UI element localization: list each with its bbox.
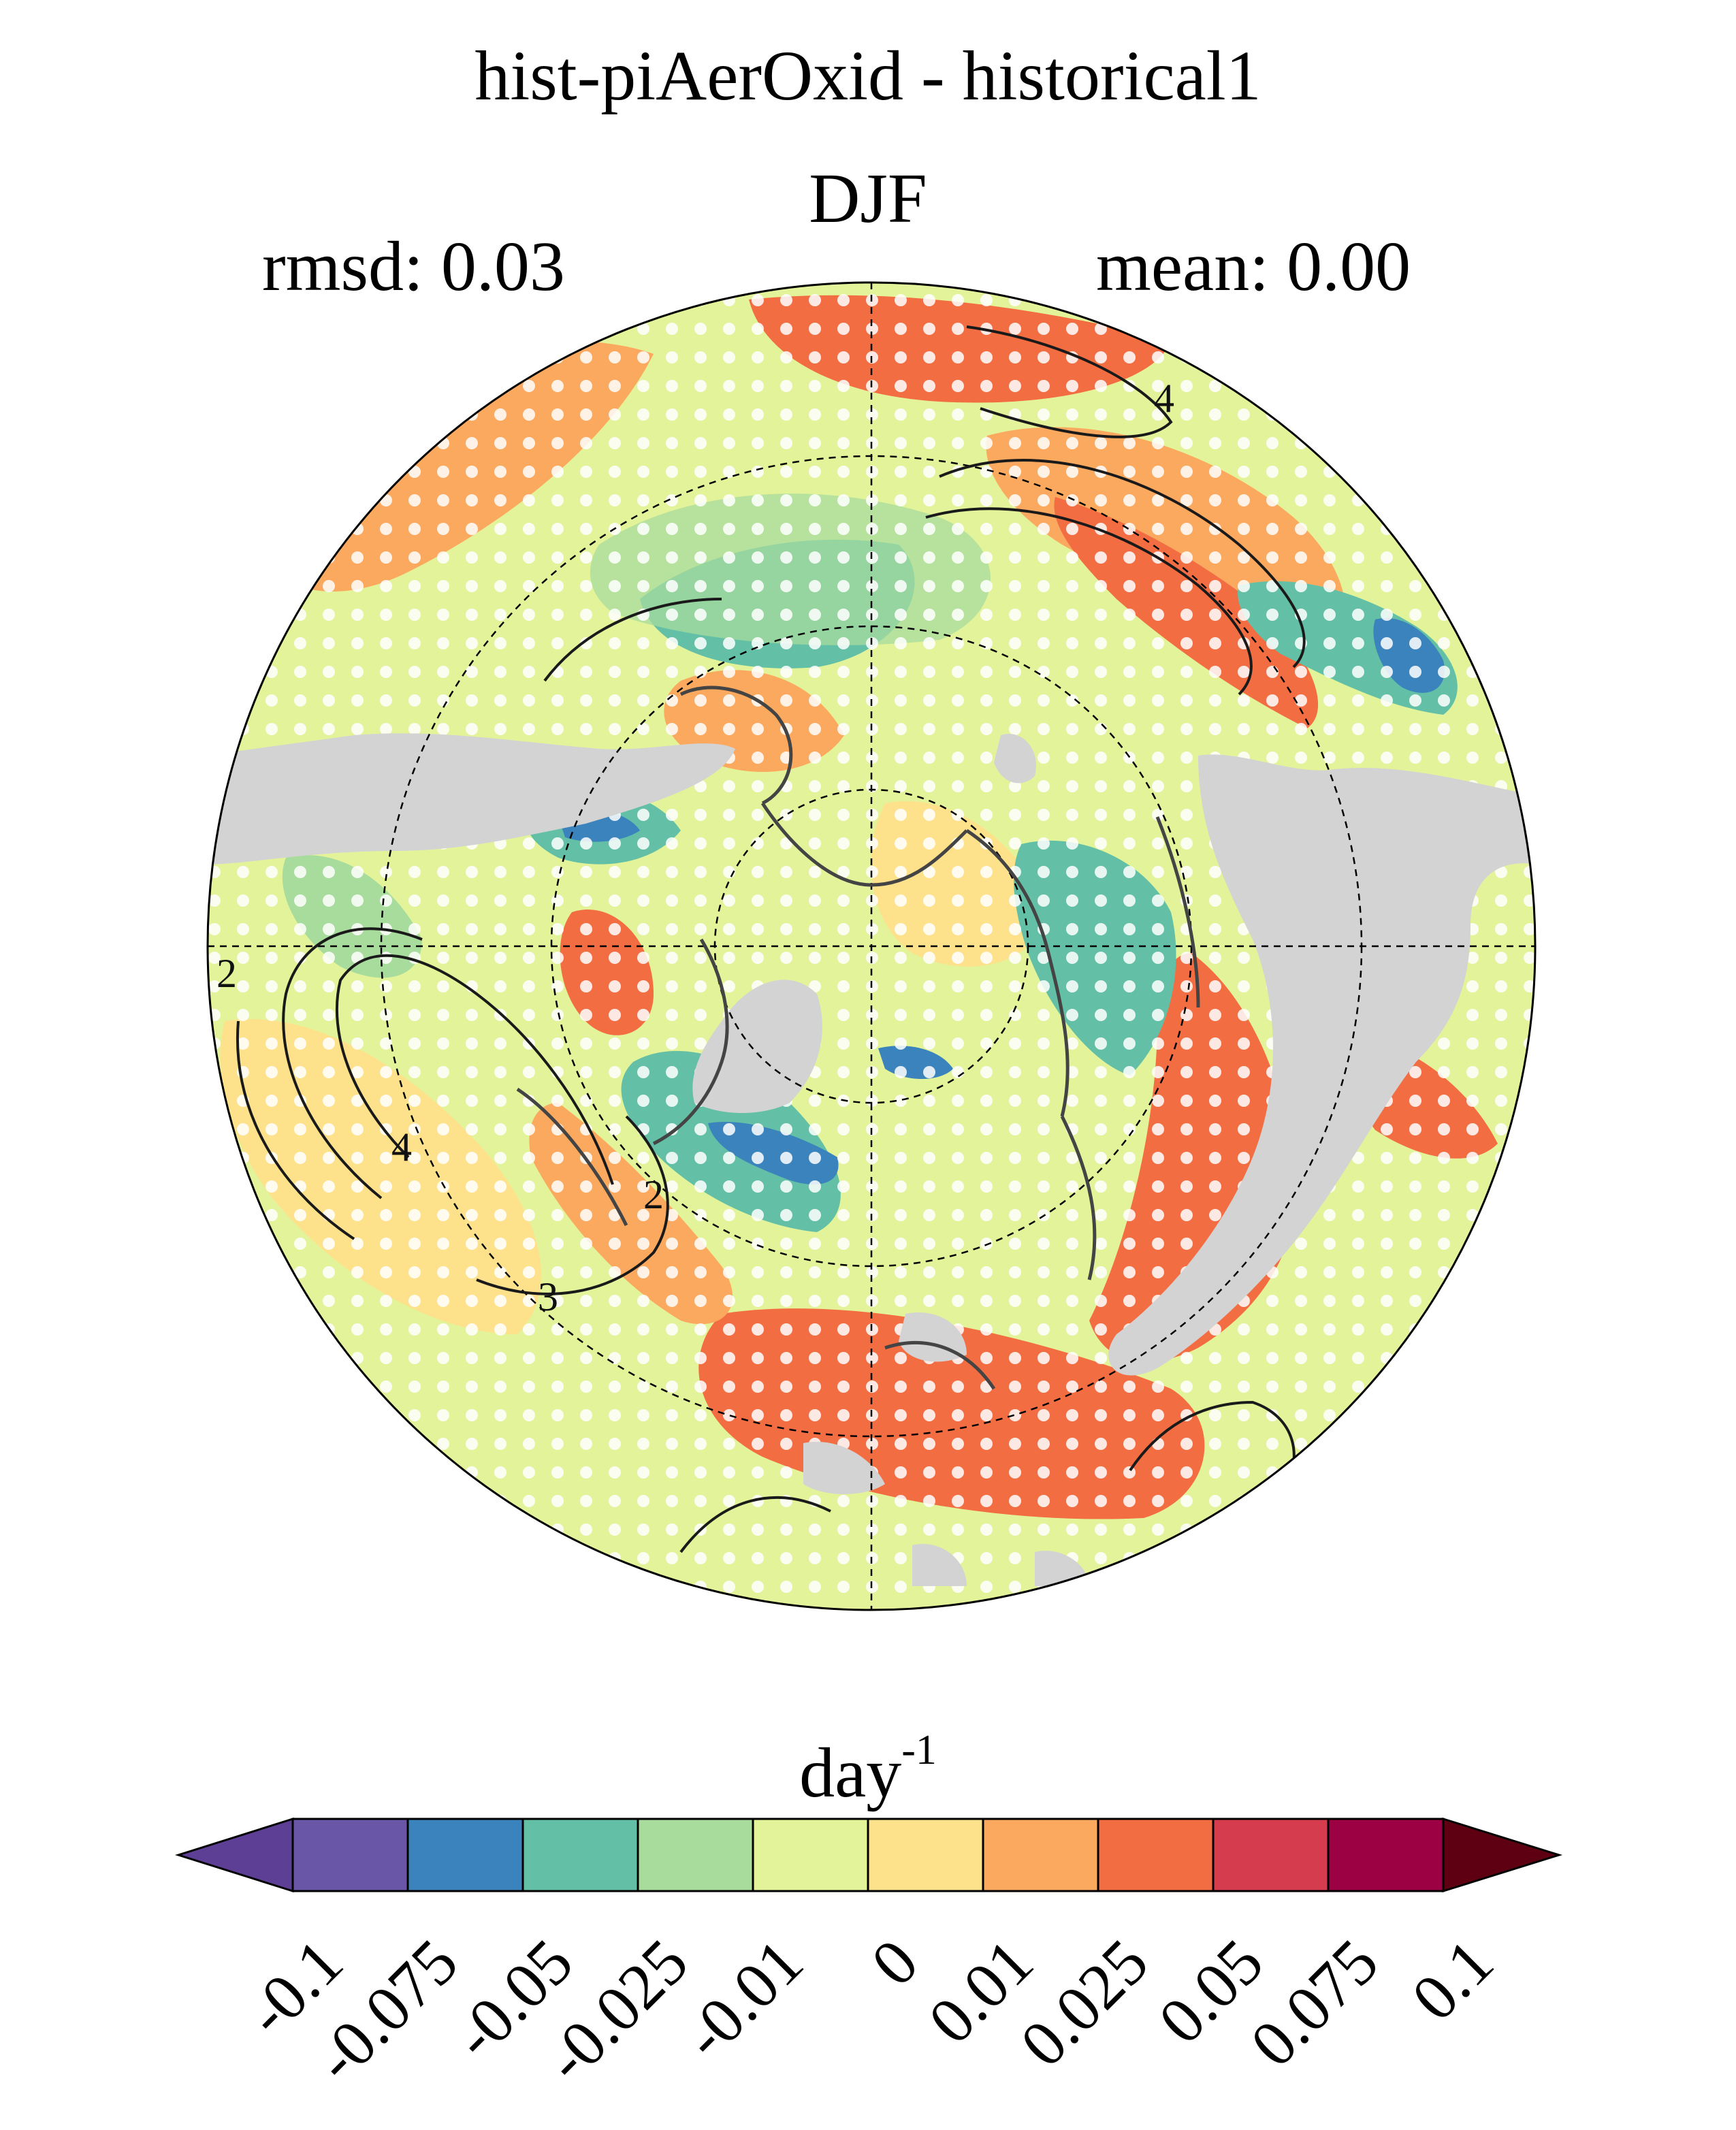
colorbar-under-arrow	[175, 1817, 294, 1893]
colorbar-tick-label: -0.01	[669, 1925, 816, 2073]
season-subtitle: DJF	[809, 159, 927, 238]
colorbar-over-arrow	[1442, 1817, 1563, 1893]
colorbar-segment	[982, 1818, 1099, 1892]
map-boundary	[206, 281, 1537, 1611]
colorbar-tick-label: 0	[857, 1925, 932, 2000]
mean-stat: mean: 0.00	[1096, 227, 1411, 306]
rmsd-stat: rmsd: 0.03	[262, 227, 565, 306]
colorbar-segment	[1212, 1818, 1330, 1892]
colorbar-units: day-1	[0, 1729, 1736, 1809]
units-base: day	[799, 1734, 902, 1812]
coastlines	[516, 685, 1200, 1390]
contour-labels: 4 4 2 3 2	[216, 376, 1174, 1319]
contour-label: 2	[216, 951, 237, 996]
contour-label: 4	[1154, 376, 1174, 421]
polar-stereographic-map: 4 4 2 3 2	[206, 281, 1537, 1611]
colorbar-segment	[291, 1818, 409, 1892]
colorbar-segment	[521, 1818, 639, 1892]
land-mask	[994, 734, 1036, 784]
colorbar-segment	[406, 1818, 524, 1892]
contour-lines	[236, 325, 1306, 1553]
land-mask	[1108, 754, 1535, 1376]
land-mask	[912, 1544, 967, 1586]
figure-title: hist-piAerOxid - historical1	[475, 37, 1261, 115]
land-mask	[208, 733, 735, 865]
map-field	[208, 283, 1535, 1610]
contour-label: 2	[643, 1172, 664, 1217]
contour-label: 4	[391, 1125, 412, 1169]
colorbar-segment	[752, 1818, 869, 1892]
colorbar-segments	[175, 1817, 1563, 1893]
contour-label: 3	[538, 1274, 558, 1319]
colorbar-segment	[867, 1818, 984, 1892]
graticule	[208, 283, 1535, 1610]
colorbar-segment	[1327, 1818, 1445, 1892]
land-mask	[803, 1442, 885, 1494]
colorbar-tick-label: 0.075	[1236, 1925, 1392, 2080]
colorbar-tick-label: 0.1	[1398, 1925, 1507, 2035]
colorbar-segment	[637, 1818, 754, 1892]
colorbar-tick-labels: -0.1-0.075-0.05-0.025-0.01 00.010.0250.05…	[231, 1925, 1507, 2096]
colorbar-tick-label: 0.025	[1006, 1925, 1161, 2080]
colorbar-segment	[1097, 1818, 1215, 1892]
units-exponent: -1	[901, 1727, 937, 1773]
